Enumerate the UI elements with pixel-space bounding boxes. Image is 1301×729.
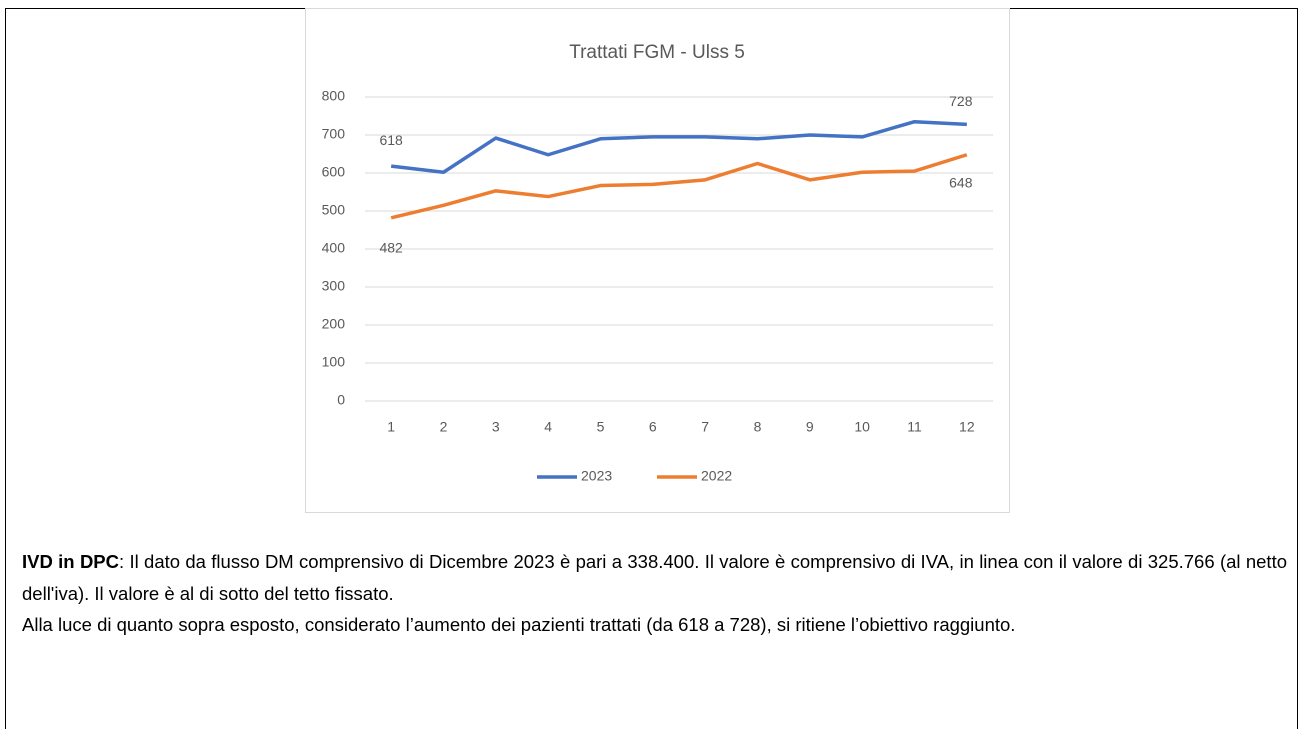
y-tick-label: 200 <box>322 316 346 332</box>
text-run: : Il dato da flusso DM comprensivo di Di… <box>22 551 1287 604</box>
x-tick-label: 2 <box>440 419 448 435</box>
data-label: 482 <box>379 240 403 256</box>
x-tick-label: 5 <box>597 419 605 435</box>
x-tick-label: 6 <box>649 419 657 435</box>
y-tick-label: 100 <box>322 354 346 370</box>
y-tick-label: 800 <box>322 88 346 104</box>
chart-border <box>305 8 1010 513</box>
text-run: Alla luce di quanto sopra esposto, consi… <box>22 614 1016 635</box>
data-label: 728 <box>949 93 973 109</box>
bold-text: IVD in DPC <box>22 551 119 572</box>
series-line <box>390 153 968 220</box>
chart: Trattati FGM - Ulss 5 0 100 200 300 400 500 60… <box>305 8 1010 513</box>
x-tick-label: 10 <box>854 419 870 435</box>
paragraph: IVD in DPC: Il dato da flusso DM compren… <box>22 546 1287 609</box>
x-tick-label: 3 <box>492 419 500 435</box>
data-label: 618 <box>379 132 403 148</box>
paragraph: Alla luce di quanto sopra esposto, consi… <box>22 609 1287 641</box>
data-label: 648 <box>949 174 973 190</box>
legend-label: 2023 <box>581 468 612 484</box>
y-tick-label: 600 <box>322 164 346 180</box>
x-tick-label: 4 <box>544 419 552 435</box>
series-line <box>390 119 967 174</box>
x-tick-label: 8 <box>754 419 762 435</box>
legend-label: 2022 <box>701 468 732 484</box>
body-text: IVD in DPC: Il dato da flusso DM compren… <box>22 546 1287 641</box>
x-tick-label: 12 <box>959 419 975 435</box>
y-tick-label: 700 <box>322 126 346 142</box>
x-tick-label: 7 <box>701 419 709 435</box>
chart-title: Trattati FGM - Ulss 5 <box>569 42 745 63</box>
x-tick-label: 11 <box>907 419 922 435</box>
y-tick-label: 0 <box>337 392 345 408</box>
y-tick-label: 500 <box>322 202 346 218</box>
y-tick-label: 400 <box>322 240 346 256</box>
x-tick-label: 1 <box>387 419 395 435</box>
x-tick-label: 9 <box>806 419 814 435</box>
y-tick-label: 300 <box>322 278 346 294</box>
